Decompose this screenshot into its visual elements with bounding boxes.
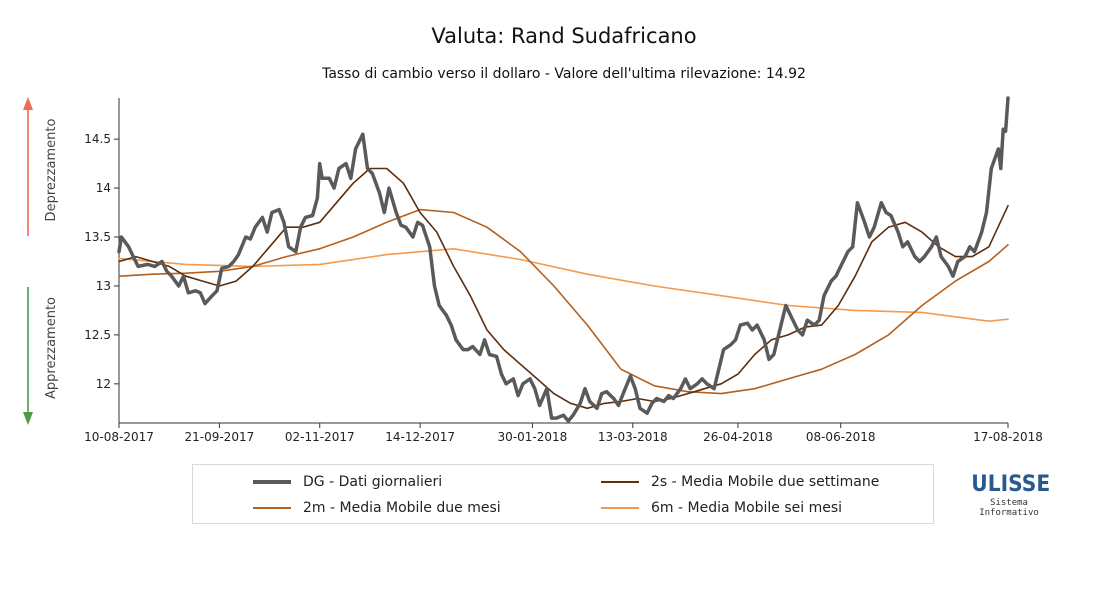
side-indicators: Deprezzamento Apprezzamento: [23, 97, 59, 425]
legend-label-ma6m: 6m - Media Mobile sei mesi: [651, 500, 843, 516]
legend-label-ma2w: 2s - Media Mobile due settimane: [651, 474, 880, 490]
legend-swatch-ma6m: [601, 507, 639, 509]
legend-item-dg: DG - Dati giornalieri: [253, 474, 442, 490]
x-tick-label: 30-01-2018: [498, 430, 568, 444]
y-tick-label: 12.5: [84, 328, 111, 342]
series-line-dg: [117, 96, 1010, 423]
x-tick-label: 21-09-2017: [184, 430, 254, 444]
axes: 12 12.5 13 13.5 14 14.5 10-08-2017 21-09-2017 02…: [84, 98, 1043, 444]
x-tick-label: 14-12-2017: [385, 430, 455, 444]
appreciation-label: Apprezzamento: [44, 297, 59, 399]
y-tick-label: 14: [96, 181, 111, 195]
logo-wordmark: ULISSE: [971, 472, 1051, 497]
x-tick-label: 26-04-2018: [703, 430, 773, 444]
y-tick-label: 13.5: [84, 230, 111, 244]
x-tick-label: 08-06-2018: [806, 430, 876, 444]
x-tick-label: 13-03-2018: [598, 430, 668, 444]
y-tick-label: 12: [96, 377, 111, 391]
depreciation-label: Deprezzamento: [44, 119, 59, 222]
logo-subtitle-line1: Sistema: [990, 498, 1028, 508]
legend-item-ma2m: 2m - Media Mobile due mesi: [253, 500, 501, 516]
logo-subtitle: Sistema Informativo: [968, 498, 1050, 518]
chart-title: Valuta: Rand Sudafricano: [431, 24, 697, 48]
x-tick-label: 17-08-2018: [973, 430, 1043, 444]
depreciation-arrow-head: [23, 97, 33, 110]
legend-item-ma6m: 6m - Media Mobile sei mesi: [601, 500, 842, 516]
legend-swatch-ma2w: [601, 481, 639, 483]
logo-subtitle-line2: Informativo: [979, 508, 1039, 518]
legend-label-dg: DG - Dati giornalieri: [303, 474, 443, 490]
series-layer: [117, 96, 1010, 423]
x-tick-label: 10-08-2017: [84, 430, 154, 444]
legend-swatch-ma2m: [253, 507, 291, 509]
y-tick-label: 14.5: [84, 132, 111, 146]
series-line-ma6m: [118, 248, 1009, 322]
legend-item-ma2w: 2s - Media Mobile due settimane: [601, 474, 879, 490]
series-line-ma2w: [118, 167, 1009, 410]
legend-swatch-dg: [253, 480, 291, 484]
ulisse-logo: ULISSE Sistema Informativo: [968, 472, 1050, 518]
x-tick-label: 02-11-2017: [285, 430, 355, 444]
legend: DG - Dati giornalieri 2s - Media Mobile …: [192, 464, 934, 524]
series-line-ma2m: [118, 208, 1009, 395]
appreciation-arrow-head: [23, 412, 33, 425]
legend-label-ma2m: 2m - Media Mobile due mesi: [303, 500, 501, 516]
y-tick-label: 13: [96, 279, 111, 293]
chart-subtitle: Tasso di cambio verso il dollaro - Valor…: [322, 66, 806, 82]
